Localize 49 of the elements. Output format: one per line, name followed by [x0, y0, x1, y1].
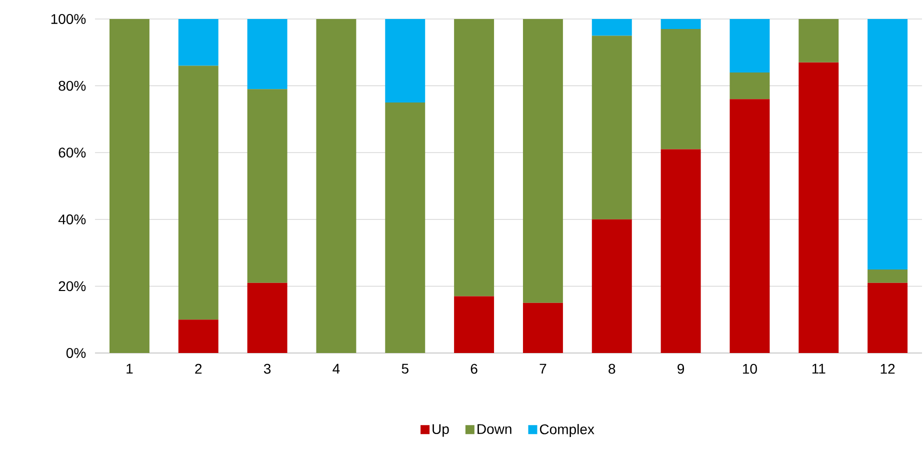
bar	[592, 19, 632, 36]
x-tick-label: 6	[470, 364, 478, 374]
bar	[178, 66, 218, 320]
bar	[868, 282, 908, 354]
bar	[385, 19, 426, 102]
x-tick-label: 4	[332, 364, 340, 374]
bar	[385, 102, 426, 354]
bar	[798, 19, 839, 62]
bar	[592, 36, 632, 220]
bar	[868, 19, 908, 270]
y-tick-label: 100%	[51, 14, 86, 24]
x-tick-label: 9	[678, 364, 684, 374]
bar	[522, 302, 563, 354]
y-tick-label: 80%	[58, 80, 86, 91]
x-tick-label: 10	[742, 364, 757, 374]
bar	[178, 19, 218, 66]
x-tick-label: 11	[812, 364, 826, 374]
bar	[730, 99, 770, 354]
bar	[868, 270, 908, 283]
bar	[316, 19, 356, 354]
bar	[730, 72, 770, 100]
x-tick-label: 1	[126, 364, 133, 374]
bar	[522, 19, 563, 303]
y-tick-label: 60%	[58, 148, 86, 158]
x-tick-label: 7	[540, 364, 546, 374]
bar	[247, 282, 288, 354]
bar	[660, 19, 701, 30]
x-tick-label: 2	[195, 364, 202, 374]
x-tick-label: 8	[608, 364, 616, 374]
bar	[454, 19, 494, 296]
legend-label: Down	[478, 424, 512, 434]
legend-label: Up	[432, 424, 449, 437]
x-tick-label: 3	[264, 364, 271, 374]
bar	[660, 149, 701, 354]
bar	[247, 89, 288, 283]
y-tick-label: 40%	[58, 214, 86, 224]
x-tick-label: 12	[880, 364, 895, 374]
bar	[109, 19, 150, 354]
bar	[660, 29, 701, 150]
bar	[247, 19, 288, 90]
y-tick-label: 0%	[66, 348, 86, 358]
legend-label: Complex	[540, 424, 594, 438]
bar	[730, 19, 770, 72]
bar	[454, 296, 494, 354]
bar	[798, 62, 839, 354]
bar	[592, 219, 632, 354]
x-tick-label: 5	[402, 364, 408, 374]
bar	[178, 320, 218, 354]
y-tick-label: 20%	[58, 281, 86, 292]
